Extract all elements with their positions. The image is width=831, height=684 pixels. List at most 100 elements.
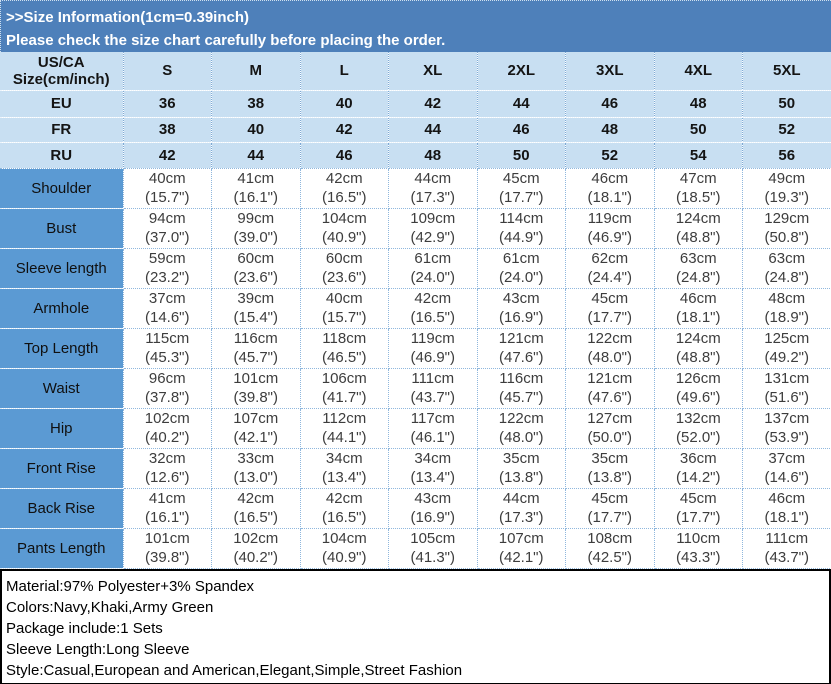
measurement-inch: (13.8") xyxy=(587,469,632,486)
measurement-cm: 60cm xyxy=(237,250,275,267)
measurement-cell: 137cm (53.9") xyxy=(742,408,831,449)
region-size-cell: 52 xyxy=(742,117,831,143)
measurement-cm: 40cm xyxy=(148,170,186,187)
measurement-inch: (42.1") xyxy=(498,549,544,566)
measurement-cell: 33cm (13.0") xyxy=(211,448,301,489)
measurement-cm: 131cm xyxy=(764,370,810,387)
measurement-cell: 34cm (13.4") xyxy=(300,448,389,489)
measurement-inch: (24.8") xyxy=(675,269,721,286)
region-size-cell: 52 xyxy=(565,142,655,169)
measurement-cm: 111cm xyxy=(411,370,455,387)
measurement-inch: (42.1") xyxy=(233,429,278,446)
measurement-inch: (24.0") xyxy=(498,269,544,286)
measurement-inch: (17.7") xyxy=(498,189,544,206)
measurement-inch: (50.8") xyxy=(764,229,809,246)
measurement-inch: (17.3") xyxy=(498,509,544,526)
table-row: Front Rise 32cm (12.6") 33cm (13.0") 34cm (13.… xyxy=(0,448,831,489)
measurement-cm: 42cm xyxy=(237,490,275,507)
measurement-cell: 119cm (46.9") xyxy=(565,208,655,249)
size-chart-table: US/CA Size(cm/inch) S M L XL 2XL 3XL 4XL 5XL EU 36 3… xyxy=(0,52,831,569)
measurement-inch: (17.7") xyxy=(675,509,721,526)
measurement-cm: 121cm xyxy=(498,330,544,347)
size-column-header: 3XL xyxy=(565,52,655,91)
measurement-cell: 41cm (16.1") xyxy=(123,488,212,529)
measurement-cm: 44cm xyxy=(414,170,452,187)
measurement-cm: 115cm xyxy=(145,330,190,347)
measurement-cm: 35cm xyxy=(591,450,629,467)
region-size-cell: 46 xyxy=(300,142,389,169)
measurement-inch: (24.8") xyxy=(764,269,809,286)
region-row-label: RU xyxy=(0,142,124,169)
measurement-cell: 42cm (16.5") xyxy=(300,488,389,529)
measurement-cell: 99cm (39.0") xyxy=(211,208,301,249)
measurement-cell: 37cm (14.6") xyxy=(123,288,212,329)
measurement-cm: 127cm xyxy=(587,410,633,427)
measurement-inch: (45.7") xyxy=(498,389,544,406)
measurement-cm: 117cm xyxy=(410,410,455,427)
measurement-cm: 102cm xyxy=(144,410,190,427)
region-size-cell: 44 xyxy=(388,117,478,143)
measurement-cell: 116cm (45.7") xyxy=(211,328,301,369)
measurement-cell: 96cm (37.8") xyxy=(123,368,212,409)
measurement-cm: 110cm xyxy=(676,530,721,547)
measurement-inch: (51.6") xyxy=(764,389,809,406)
measurement-cm: 48cm xyxy=(768,290,806,307)
measurement-cm: 99cm xyxy=(237,210,275,227)
detail-colors: Colors:Navy,Khaki,Army Green xyxy=(6,598,214,616)
region-size-cell: 48 xyxy=(654,90,743,118)
measurement-cm: 125cm xyxy=(764,330,810,347)
measurement-cell: 94cm (37.0") xyxy=(123,208,212,249)
measurement-cm: 132cm xyxy=(675,410,721,427)
region-size-cell: 40 xyxy=(300,90,389,118)
measurement-row-label: Pants Length xyxy=(0,528,124,569)
region-size-cell: 38 xyxy=(123,117,212,143)
measurement-cell: 46cm (18.1") xyxy=(742,488,831,529)
measurement-inch: (18.5") xyxy=(675,189,721,206)
measurement-inch: (23.2") xyxy=(144,269,190,286)
measurement-cell: 108cm (42.5") xyxy=(565,528,655,569)
measurement-cm: 45cm xyxy=(591,290,629,307)
measurement-cm: 46cm xyxy=(591,170,629,187)
measurement-cm: 43cm xyxy=(414,490,452,507)
measurement-cm: 107cm xyxy=(233,410,279,427)
measurement-cell: 117cm (46.1") xyxy=(388,408,478,449)
measurement-inch: (50.0") xyxy=(587,429,632,446)
measurement-inch: (18.1") xyxy=(764,509,809,526)
measurement-cell: 63cm (24.8") xyxy=(654,248,743,289)
measurement-inch: (43.7") xyxy=(410,389,455,406)
measurement-inch: (14.6") xyxy=(144,309,190,326)
measurement-cell: 43cm (16.9") xyxy=(388,488,478,529)
detail-package-include: Package include:1 Sets xyxy=(6,619,163,637)
measurement-cell: 111cm (43.7") xyxy=(388,368,478,409)
measurement-row-label: Back Rise xyxy=(0,488,124,529)
table-row: Shoulder 40cm (15.7") 41cm (16.1") 42cm (16.5"… xyxy=(0,168,831,209)
corner-header-line1: US/CA xyxy=(37,53,85,71)
measurement-cell: 60cm (23.6") xyxy=(300,248,389,289)
measurement-cm: 109cm xyxy=(410,210,456,227)
measurement-inch: (39.8") xyxy=(233,389,278,406)
measurement-cell: 129cm (50.8") xyxy=(742,208,831,249)
measurement-cell: 104cm (40.9") xyxy=(300,528,389,569)
measurement-inch: (16.5") xyxy=(321,189,367,206)
measurement-cell: 42cm (16.5") xyxy=(388,288,478,329)
measurement-inch: (52.0") xyxy=(675,429,721,446)
measurement-cm: 96cm xyxy=(148,370,186,387)
measurement-cell: 131cm (51.6") xyxy=(742,368,831,409)
table-row: Sleeve length 59cm (23.2") 60cm (23.6") 60cm (… xyxy=(0,248,831,289)
measurement-inch: (41.3") xyxy=(410,549,455,566)
measurement-cell: 118cm (46.5") xyxy=(300,328,389,369)
measurement-cell: 107cm (42.1") xyxy=(477,528,566,569)
measurement-inch: (13.4") xyxy=(321,469,367,486)
measurement-cm: 59cm xyxy=(148,250,186,267)
measurement-cm: 36cm xyxy=(679,450,717,467)
measurement-cell: 49cm (19.3") xyxy=(742,168,831,209)
measurement-cm: 62cm xyxy=(591,250,629,267)
measurement-inch: (14.2") xyxy=(675,469,721,486)
measurement-inch: (48.8") xyxy=(675,229,721,246)
measurement-inch: (23.6") xyxy=(233,269,278,286)
table-row: Waist 96cm (37.8") 101cm (39.8") 106cm (41.7")… xyxy=(0,368,831,409)
region-size-cell: 46 xyxy=(477,117,566,143)
measurement-cell: 45cm (17.7") xyxy=(654,488,743,529)
measurement-cm: 37cm xyxy=(148,290,186,307)
measurement-cell: 122cm (48.0") xyxy=(565,328,655,369)
